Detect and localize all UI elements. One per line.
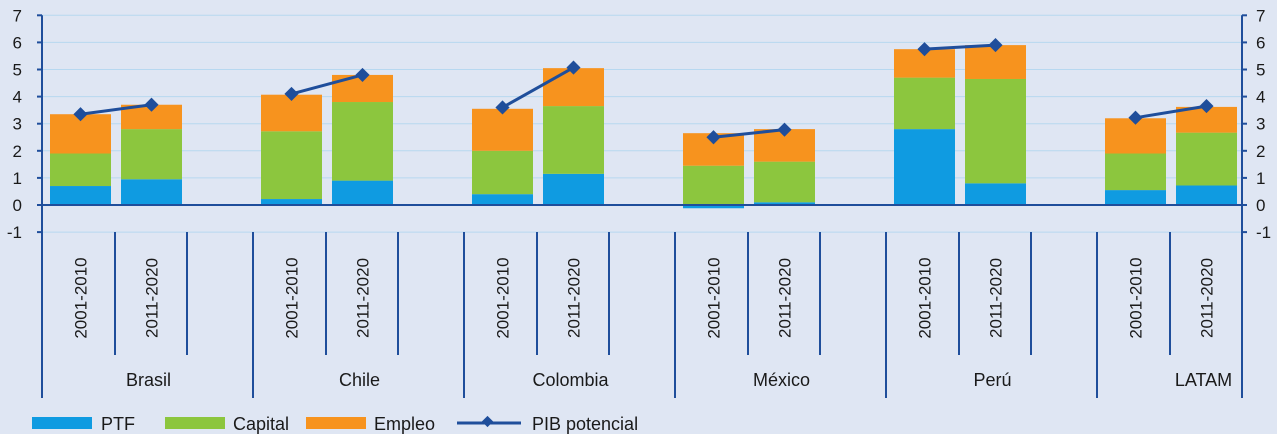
category-axis: 2001-2010 2011-2020 Brasil 2001-2010 2011-20… xyxy=(41,232,1243,398)
pib-potencial-line xyxy=(73,38,1214,145)
bar-ptf-brasil-2001-2010 xyxy=(50,186,111,205)
y-tick-label-right: 3 xyxy=(1256,115,1265,134)
bar-empleo-colombia-2001-2010 xyxy=(472,108,533,151)
y-tick-label-left: 5 xyxy=(13,61,22,80)
country-label: Perú xyxy=(973,370,1011,390)
bar-capital-perú-2011-2020 xyxy=(965,78,1026,184)
marker-pib-potencial-perú-2011-2020 xyxy=(988,38,1003,53)
marker-pib-potencial-colombia-2001-2010 xyxy=(495,100,510,115)
y-tick-label-right: 7 xyxy=(1256,6,1265,25)
bar-ptf-colombia-2011-2020 xyxy=(543,173,604,205)
y-tick-label-right: 5 xyxy=(1256,61,1265,80)
y-tick-label-right: 1 xyxy=(1256,169,1265,188)
legend-label-pib: PIB potencial xyxy=(532,414,638,434)
line-pib-potencial-latam xyxy=(1135,104,1207,120)
bar-capital-colombia-2011-2020 xyxy=(543,106,604,174)
period-label: 2001-2010 xyxy=(494,257,513,338)
line-pib-potencial-chile xyxy=(291,73,363,96)
marker-pib-potencial-perú-2001-2010 xyxy=(917,42,932,57)
bar-capital-méxico-2001-2010 xyxy=(683,165,744,205)
line-pib-potencial-méxico xyxy=(713,128,785,139)
grid-lines xyxy=(42,14,1242,233)
bar-capital-latam-2011-2020 xyxy=(1176,132,1237,186)
bar-ptf-latam-2001-2010 xyxy=(1105,190,1166,205)
axes xyxy=(37,14,1247,234)
legend-label-ptf: PTF xyxy=(101,414,135,434)
bar-ptf-méxico-2011-2020 xyxy=(754,202,815,205)
line-pib-potencial-brasil xyxy=(80,103,152,116)
bar-capital-latam-2001-2010 xyxy=(1105,153,1166,191)
period-label: 2011-2020 xyxy=(565,258,584,338)
marker-pib-potencial-méxico-2001-2010 xyxy=(706,130,721,145)
legend-swatch-capital xyxy=(165,417,225,429)
y-tick-label-left: 7 xyxy=(13,6,22,25)
y-tick-label-right: 4 xyxy=(1256,88,1265,107)
legend-label-empleo: Empleo xyxy=(374,414,435,434)
bar-capital-chile-2001-2010 xyxy=(261,131,322,200)
y-tick-label-right: 0 xyxy=(1256,196,1265,215)
period-label: 2001-2010 xyxy=(705,257,724,338)
y-tick-label-right: 2 xyxy=(1256,142,1265,161)
legend-marker-pib xyxy=(481,415,494,428)
bar-ptf-méxico-2001-2010 xyxy=(683,205,744,209)
period-label: 2001-2010 xyxy=(283,257,302,338)
bar-capital-chile-2011-2020 xyxy=(332,102,393,181)
country-label: LATAM xyxy=(1175,370,1232,390)
bar-ptf-latam-2011-2020 xyxy=(1176,185,1237,205)
period-label: 2001-2010 xyxy=(916,257,935,338)
legend-swatch-empleo xyxy=(306,417,366,429)
bar-capital-brasil-2001-2010 xyxy=(50,153,111,187)
y-tick-label-left: 3 xyxy=(13,115,22,134)
period-label: 2001-2010 xyxy=(1127,257,1146,338)
bar-capital-colombia-2001-2010 xyxy=(472,150,533,195)
y-tick-label-right: -1 xyxy=(1256,223,1271,242)
y-tick-label-left: -1 xyxy=(7,223,22,242)
marker-pib-potencial-chile-2011-2020 xyxy=(355,67,370,82)
marker-pib-potencial-latam-2011-2020 xyxy=(1199,99,1214,114)
period-label: 2011-2020 xyxy=(143,258,162,338)
y-tick-label-left: 2 xyxy=(13,142,22,161)
line-pib-potencial-colombia xyxy=(501,66,575,109)
bar-ptf-perú-2011-2020 xyxy=(965,183,1026,205)
line-pib-potencial-perú xyxy=(924,43,996,51)
period-label: 2011-2020 xyxy=(354,258,373,338)
bar-ptf-brasil-2011-2020 xyxy=(121,179,182,205)
y-axis-labels: -1 -1 0 0 1 1 2 2 3 3 4 4 5 5 6 6 7 7 xyxy=(7,6,1271,242)
legend: PTF Capital Empleo PIB potencial xyxy=(32,414,638,434)
y-tick-label-left: 6 xyxy=(13,33,22,52)
country-label: Brasil xyxy=(126,370,171,390)
bar-ptf-chile-2011-2020 xyxy=(332,180,393,205)
marker-pib-potencial-chile-2001-2010 xyxy=(284,86,299,101)
bar-capital-méxico-2011-2020 xyxy=(754,161,815,203)
legend-swatch-ptf xyxy=(32,417,92,429)
country-label: Colombia xyxy=(532,370,609,390)
y-tick-label-left: 1 xyxy=(13,169,22,188)
country-label: Chile xyxy=(339,370,380,390)
bar-capital-perú-2001-2010 xyxy=(894,77,955,130)
period-label: 2011-2020 xyxy=(776,258,795,338)
marker-pib-potencial-colombia-2011-2020 xyxy=(566,60,581,75)
bar-ptf-colombia-2001-2010 xyxy=(472,194,533,205)
marker-pib-potencial-latam-2001-2010 xyxy=(1128,110,1143,125)
legend-label-capital: Capital xyxy=(233,414,289,434)
period-label: 2011-2020 xyxy=(1198,258,1217,338)
bar-ptf-chile-2001-2010 xyxy=(261,199,322,205)
y-tick-label-left: 4 xyxy=(13,88,22,107)
period-label: 2001-2010 xyxy=(72,257,91,338)
country-label: México xyxy=(753,370,810,390)
marker-pib-potencial-méxico-2011-2020 xyxy=(777,122,792,137)
bar-ptf-perú-2001-2010 xyxy=(894,129,955,205)
period-label: 2011-2020 xyxy=(987,258,1006,338)
bar-capital-brasil-2011-2020 xyxy=(121,129,182,180)
y-tick-label-left: 0 xyxy=(13,196,22,215)
y-tick-label-right: 6 xyxy=(1256,33,1265,52)
